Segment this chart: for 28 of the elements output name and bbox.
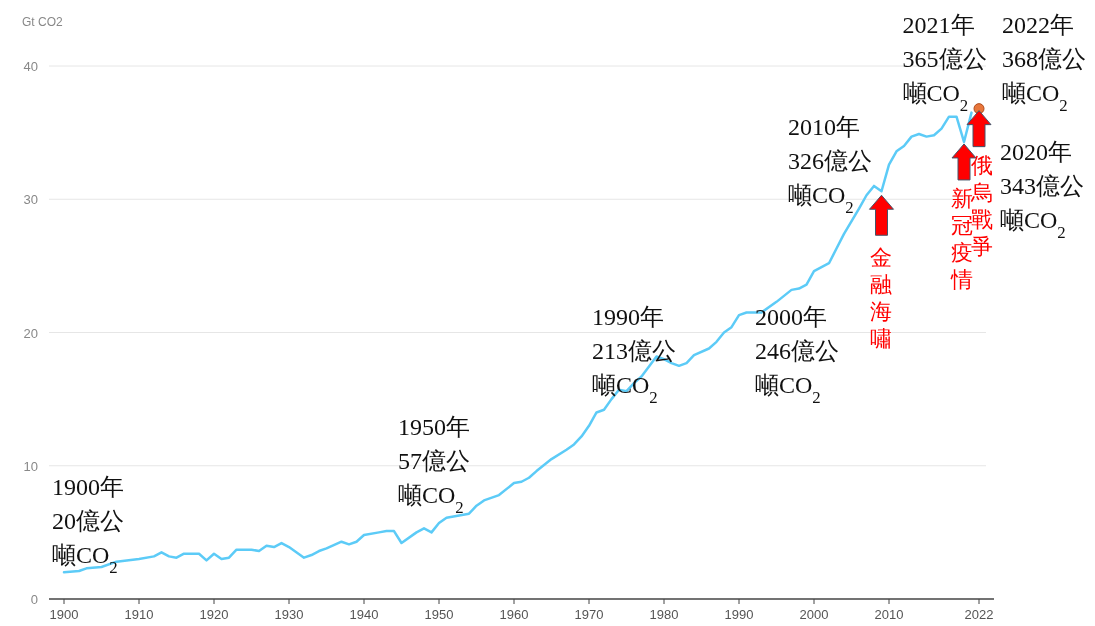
x-tick-label: 1990 [724,607,754,622]
annotation: 1900年20億公噸CO$_{2}$ [52,474,124,577]
x-tick-label: 1930 [274,607,304,622]
annotation: 新冠疫情 [950,185,973,292]
y-tick-label: 20 [23,325,38,341]
annotation: 金融海嘯 [869,245,892,352]
x-tick-label: 1950 [424,607,454,622]
y-tick-label: 30 [23,192,38,208]
x-tick-label: 2022 [964,607,994,622]
x-tick-label: 2010 [874,607,904,622]
annotation: 2021年365億公噸CO$_{2}$ [902,11,987,115]
y-tick-label: 0 [30,592,38,607]
x-tick-label: 1910 [124,607,154,622]
x-tick-label: 1940 [349,607,379,622]
x-tick-label: 2000 [799,607,829,622]
annotation: 2020年343億公噸CO$_{2}$ [1000,138,1084,242]
annotation: 2022年368億公噸CO$_{2}$ [1002,11,1086,115]
x-tick-label: 1980 [649,607,679,622]
annotation: 2010年326億公噸CO$_{2}$ [788,113,872,217]
y-tick-label: 10 [23,458,38,474]
annotation: 2000年246億公噸CO$_{2}$ [755,304,839,407]
annotation: 1950年57億公噸CO$_{2}$ [398,414,470,517]
x-tick-label: 1920 [199,607,229,622]
y-tick-label: 40 [23,59,38,74]
x-tick-label: 1970 [574,607,604,622]
x-tick-label: 1900 [49,607,79,622]
x-tick-label: 1960 [499,607,529,622]
y-axis-title: Gt CO2 [22,15,63,29]
